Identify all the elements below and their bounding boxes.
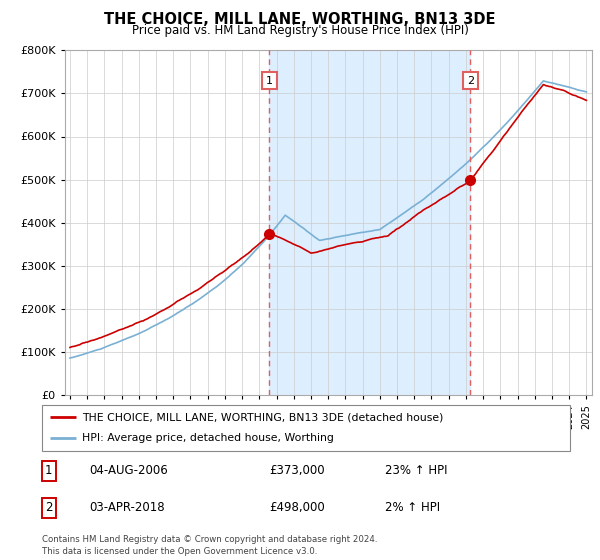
- Text: 2: 2: [45, 501, 53, 515]
- Text: 23% ↑ HPI: 23% ↑ HPI: [385, 464, 448, 478]
- Text: 1: 1: [266, 76, 273, 86]
- Text: THE CHOICE, MILL LANE, WORTHING, BN13 3DE (detached house): THE CHOICE, MILL LANE, WORTHING, BN13 3D…: [82, 412, 443, 422]
- Text: Contains HM Land Registry data © Crown copyright and database right 2024.
This d: Contains HM Land Registry data © Crown c…: [42, 535, 377, 556]
- Text: 04-AUG-2006: 04-AUG-2006: [89, 464, 168, 478]
- Text: Price paid vs. HM Land Registry's House Price Index (HPI): Price paid vs. HM Land Registry's House …: [131, 24, 469, 36]
- Bar: [269, 50, 470, 395]
- Text: 03-APR-2018: 03-APR-2018: [89, 501, 165, 515]
- FancyBboxPatch shape: [42, 405, 570, 451]
- Text: 2: 2: [467, 76, 474, 86]
- Text: £498,000: £498,000: [269, 501, 325, 515]
- Text: HPI: Average price, detached house, Worthing: HPI: Average price, detached house, Wort…: [82, 433, 334, 444]
- Text: £373,000: £373,000: [269, 464, 325, 478]
- Text: THE CHOICE, MILL LANE, WORTHING, BN13 3DE: THE CHOICE, MILL LANE, WORTHING, BN13 3D…: [104, 12, 496, 27]
- Text: 2% ↑ HPI: 2% ↑ HPI: [385, 501, 440, 515]
- Text: 1: 1: [45, 464, 53, 478]
